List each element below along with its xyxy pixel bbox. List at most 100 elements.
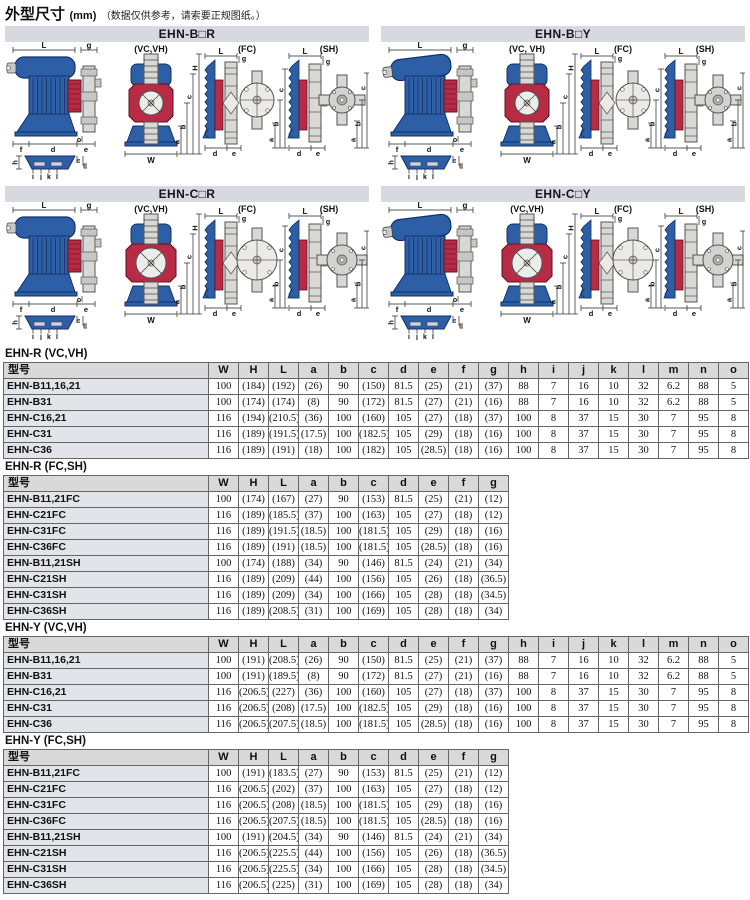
value-cell: (26) xyxy=(298,652,329,669)
panel-title: EHN-C□Y xyxy=(381,186,745,202)
model-cell: EHN-C31 xyxy=(3,700,209,717)
table-row: EHN-C21SH 116 (189) (209) (44) 100 (156) 105 (26… xyxy=(3,571,509,588)
table-row: EHN-C21FC 116 (206.5) (202) (37) 100 (163) 105(… xyxy=(3,781,509,798)
value-cell: (18.5) xyxy=(298,523,329,540)
value-cell: 88 xyxy=(688,652,719,669)
value-cell: (28) xyxy=(418,587,449,604)
table-row: EHN-C36FC 116 (189) (191) (18.5) 100 (181.5) 10… xyxy=(3,539,509,556)
value-cell: 5 xyxy=(718,378,749,395)
column-header: H xyxy=(238,636,269,653)
column-header: i xyxy=(538,362,569,379)
value-cell: (37) xyxy=(298,781,329,798)
svg-text:a: a xyxy=(549,139,558,144)
value-cell: 88 xyxy=(688,668,719,685)
column-header: f xyxy=(448,749,479,766)
value-cell: 88 xyxy=(508,668,539,685)
value-cell: (209) xyxy=(268,587,299,604)
value-cell: (8) xyxy=(298,668,329,685)
svg-text:g: g xyxy=(618,56,622,63)
column-header: W xyxy=(208,749,239,766)
value-cell: (36.5) xyxy=(478,845,509,862)
value-cell: (29) xyxy=(418,700,449,717)
value-cell: (169) xyxy=(358,603,389,620)
value-cell: (183.5) xyxy=(268,765,299,782)
value-cell: (26) xyxy=(418,571,449,588)
value-cell: 37 xyxy=(568,426,599,443)
table-row: EHN-C16,21 116 (194) (210.5) (36) 100 (160) 105… xyxy=(3,410,749,427)
value-cell: 90 xyxy=(328,668,359,685)
value-cell: 15 xyxy=(598,410,629,427)
value-cell: (189) xyxy=(238,571,269,588)
svg-text:h: h xyxy=(11,160,20,165)
value-cell: 15 xyxy=(598,716,629,733)
table-row: EHN-C31SH 116 (206.5) (225.5) (34) 100 (166) 10… xyxy=(3,861,509,878)
value-cell: 100 xyxy=(328,571,359,588)
value-cell: 90 xyxy=(328,652,359,669)
value-cell: 30 xyxy=(628,442,659,459)
model-cell: EHN-C36FC xyxy=(3,539,209,556)
value-cell: (208) xyxy=(268,700,299,717)
value-cell: (37) xyxy=(298,507,329,524)
model-cell: EHN-C21FC xyxy=(3,781,209,798)
value-cell: (206.5) xyxy=(238,700,269,717)
value-cell: (34) xyxy=(298,587,329,604)
value-cell: (188) xyxy=(268,555,299,572)
value-cell: 100 xyxy=(328,877,359,894)
svg-text:b: b xyxy=(648,281,657,286)
column-header: b xyxy=(328,475,359,492)
column-header: W xyxy=(208,475,239,492)
value-cell: 100 xyxy=(328,603,359,620)
value-cell: 8 xyxy=(538,700,569,717)
svg-text:g: g xyxy=(242,216,246,223)
svg-text:e: e xyxy=(316,309,320,318)
value-cell: (208.5) xyxy=(268,603,299,620)
value-cell: (25) xyxy=(418,378,449,395)
value-cell: (18) xyxy=(448,861,479,878)
value-cell: 105 xyxy=(388,507,419,524)
svg-text:b: b xyxy=(179,284,188,289)
column-header: d xyxy=(388,749,419,766)
value-cell: 116 xyxy=(208,571,239,588)
value-cell: (27) xyxy=(418,410,449,427)
column-header: e xyxy=(418,475,449,492)
value-cell: 105 xyxy=(388,861,419,878)
value-cell: 100 xyxy=(328,684,359,701)
column-header: n xyxy=(688,362,719,379)
value-cell: (21) xyxy=(448,652,479,669)
value-cell: (26) xyxy=(298,378,329,395)
svg-text:c: c xyxy=(277,248,286,252)
value-cell: 100 xyxy=(208,491,239,508)
svg-text:i: i xyxy=(408,334,410,340)
value-cell: (181.5) xyxy=(358,539,389,556)
value-cell: (204.5) xyxy=(268,829,299,846)
column-header: o xyxy=(718,362,749,379)
value-cell: 7 xyxy=(658,426,689,443)
table-label-ehn-y-fcsh: EHN-Y (FC,SH) xyxy=(5,735,86,747)
value-cell: (44) xyxy=(298,571,329,588)
value-cell: (181.5) xyxy=(358,716,389,733)
value-cell: 8 xyxy=(718,716,749,733)
svg-text:c: c xyxy=(359,246,368,250)
column-header: d xyxy=(388,636,419,653)
svg-text:e: e xyxy=(232,309,236,318)
svg-text:c: c xyxy=(735,86,744,90)
model-cell: EHN-C31 xyxy=(3,426,209,443)
value-cell: 100 xyxy=(508,442,539,459)
column-header: W xyxy=(208,362,239,379)
value-cell: 88 xyxy=(688,394,719,411)
column-header: a xyxy=(298,362,329,379)
value-cell: 81.5 xyxy=(388,555,419,572)
value-cell: (37) xyxy=(478,378,509,395)
svg-text:d: d xyxy=(673,309,678,318)
model-cell: EHN-C31FC xyxy=(3,797,209,814)
value-cell: (18) xyxy=(448,684,479,701)
model-cell: EHN-C31FC xyxy=(3,523,209,540)
column-header: b xyxy=(328,362,359,379)
value-cell: (18) xyxy=(448,845,479,862)
value-cell: 100 xyxy=(208,765,239,782)
value-cell: 116 xyxy=(208,426,239,443)
column-header: j xyxy=(568,362,599,379)
svg-text:W: W xyxy=(523,156,531,165)
